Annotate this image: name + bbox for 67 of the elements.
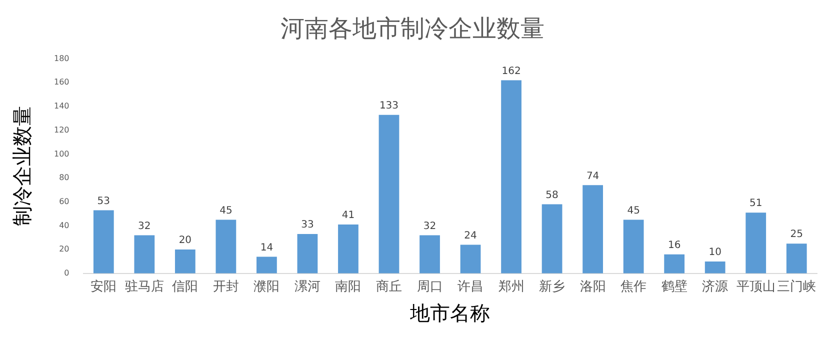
chart-title: 河南各地市制冷企业数量 — [280, 14, 544, 43]
x-tick-label: 平顶山 — [736, 280, 776, 295]
bar — [216, 220, 236, 274]
data-label: 16 — [668, 240, 681, 251]
x-tick-label: 驻马店 — [124, 278, 164, 295]
data-label: 41 — [342, 210, 355, 222]
bar — [704, 261, 726, 274]
y-tick-label: 140 — [54, 102, 70, 111]
x-tick-label: 新乡 — [539, 280, 566, 295]
x-tick-label: 商丘 — [376, 280, 402, 295]
y-tick-label: 180 — [54, 54, 70, 63]
y-tick-label: 60 — [59, 196, 70, 206]
x-tick-label: 洛阳 — [580, 280, 606, 295]
x-tick-label: 南阳 — [335, 280, 362, 295]
bar — [378, 114, 400, 274]
data-label: 58 — [546, 190, 558, 201]
x-tick-label: 鹤壁 — [661, 280, 688, 295]
data-label: 133 — [379, 100, 399, 112]
x-tick-label: 郑州 — [498, 280, 524, 295]
x-tick-label: 漯河 — [294, 280, 320, 295]
y-tick-label: 20 — [59, 244, 70, 254]
bar — [542, 204, 562, 274]
x-tick-label: 信阳 — [172, 280, 198, 295]
data-label: 10 — [708, 247, 722, 258]
x-tick-label: 焦作 — [620, 280, 647, 295]
x-tick-label: 济源 — [702, 280, 728, 295]
x-tick-label: 周口 — [416, 280, 443, 295]
bar — [174, 250, 196, 274]
data-label: 20 — [178, 235, 192, 246]
data-label: 45 — [627, 205, 640, 216]
data-label: 53 — [97, 196, 110, 207]
data-label: 24 — [464, 230, 477, 242]
data-label: 74 — [586, 170, 600, 182]
y-axis-title: 制冷企业数量 — [10, 106, 34, 226]
data-label: 14 — [260, 242, 274, 254]
bar — [501, 80, 522, 274]
y-tick-label: 40 — [59, 220, 70, 230]
y-tick-label: 80 — [59, 173, 70, 182]
x-tick-label: 许昌 — [458, 280, 484, 295]
bar — [297, 234, 318, 274]
bar — [623, 220, 644, 274]
data-label: 33 — [301, 220, 314, 231]
bar — [746, 212, 766, 274]
x-axis-title: 地市名称 — [409, 301, 490, 326]
bar — [786, 244, 807, 274]
data-label: 162 — [502, 66, 521, 77]
bar — [134, 235, 155, 274]
bar — [420, 235, 440, 274]
y-tick-label: 0 — [64, 268, 70, 278]
data-label: 25 — [790, 229, 803, 240]
x-tick-label: 三门峡 — [777, 278, 816, 295]
x-tick-label: 开封 — [212, 280, 239, 295]
bar — [460, 244, 481, 274]
bar — [664, 254, 685, 274]
data-label: 32 — [423, 220, 436, 232]
data-label: 32 — [138, 220, 151, 232]
x-tick-label: 濮阳 — [254, 280, 280, 295]
bar — [93, 210, 114, 274]
bar — [256, 256, 277, 274]
y-tick-label: 100 — [54, 149, 70, 158]
y-tick-label: 120 — [54, 125, 70, 134]
y-tick-label: 160 — [54, 78, 70, 87]
bar — [338, 224, 358, 274]
x-tick-label: 安阳 — [90, 278, 117, 295]
bar — [582, 185, 603, 274]
data-label: 51 — [749, 198, 762, 210]
data-label: 45 — [220, 205, 232, 216]
